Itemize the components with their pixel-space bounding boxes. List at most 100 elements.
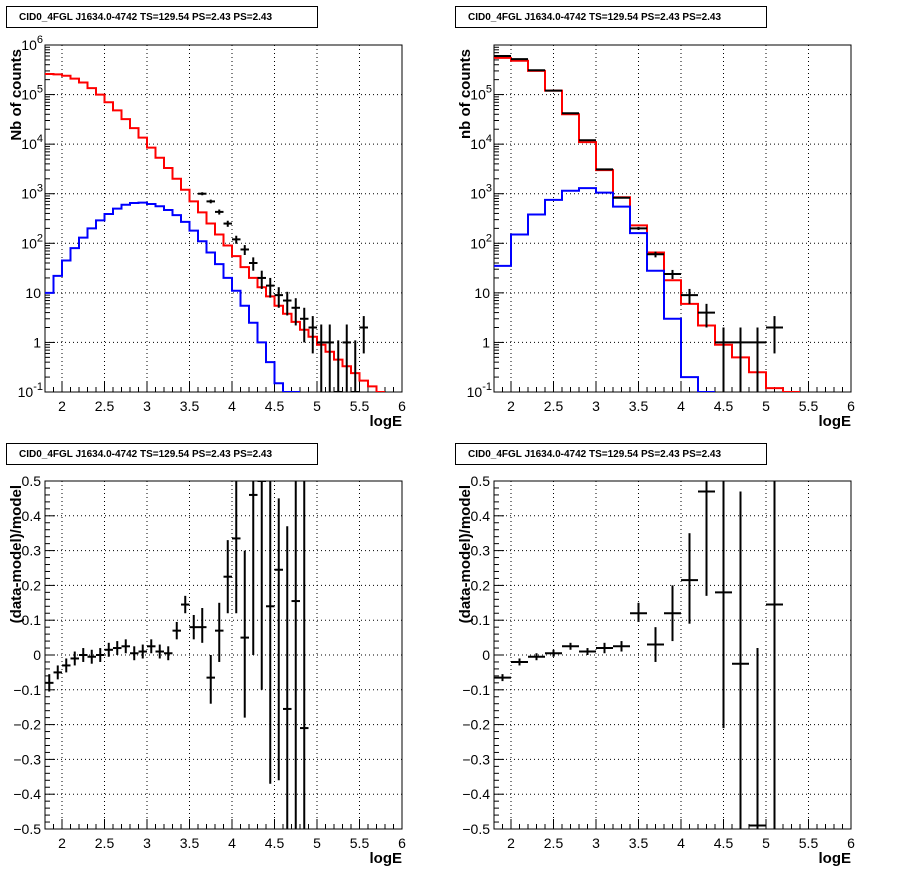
plot-frame	[493, 480, 852, 830]
x-tick-label: 5.5	[799, 835, 819, 851]
data-point	[138, 644, 147, 659]
x-tick-label: 3	[592, 835, 600, 851]
y-tick-label: 0	[482, 647, 490, 663]
panel-bottom-right: 2 2.5 3 3.5 4 4.5 5 5.5 6 logE −0.5 −0.4 −0.3 −0.2 −0.…	[449, 437, 898, 875]
x-tick-label: 4	[677, 398, 685, 414]
y-tick-label: −0.4	[13, 786, 41, 802]
y-tick-label: 105	[470, 84, 492, 103]
data-point	[766, 316, 783, 354]
data-point	[351, 340, 360, 392]
histogram-series	[494, 187, 715, 392]
chart-title: CID0_4FGL J1634.0-4742 TS=129.54 PS=2.43…	[6, 443, 318, 465]
x-tick-label: 3	[143, 398, 151, 414]
histogram-line	[45, 73, 385, 392]
x-tick-label: 5	[762, 835, 770, 851]
data-point	[545, 649, 562, 657]
x-tick-label: 5.5	[799, 398, 819, 414]
data-point	[325, 324, 334, 392]
x-tick-label: 2.5	[544, 835, 564, 851]
y-tick-label: −0.2	[13, 717, 41, 733]
y-tick-label: 0.3	[22, 543, 42, 559]
data-point	[528, 653, 545, 661]
y-axis-label: (data-model)/model	[457, 485, 474, 623]
x-axis: 2 2.5 3 3.5 4 4.5 5 5.5 6	[44, 382, 406, 414]
data-point	[104, 642, 113, 657]
y-tick-label: 104	[21, 133, 43, 152]
data-point	[308, 316, 317, 354]
y-tick-label: 106	[21, 34, 43, 53]
x-tick-label: 5.5	[350, 835, 370, 851]
y-tick-label: −0.1	[462, 682, 490, 698]
data-point	[698, 303, 715, 328]
data-point	[274, 287, 283, 308]
y-tick-label: −0.3	[462, 751, 490, 767]
data-series	[45, 481, 309, 829]
data-series	[198, 192, 368, 392]
histogram-line	[45, 201, 300, 392]
data-point	[359, 316, 368, 354]
data-point	[121, 639, 130, 654]
data-point	[181, 595, 190, 614]
data-point	[257, 481, 266, 690]
data-point	[147, 639, 156, 654]
data-point	[766, 481, 783, 829]
data-point	[715, 327, 732, 392]
x-axis-label: logE	[819, 413, 852, 430]
chart-bottom-left: 2 2.5 3 3.5 4 4.5 5 5.5 6logE−0.5−0.4−0.3−0.2−0.…	[8, 473, 406, 867]
y-tick-label: 105	[21, 84, 43, 103]
y-tick-label: 103	[21, 183, 43, 202]
histogram-line	[494, 187, 715, 392]
x-tick-label: 4	[228, 835, 236, 851]
y-tick-label: −0.2	[462, 717, 490, 733]
data-point	[291, 481, 300, 829]
x-tick-label: 4.5	[714, 398, 734, 414]
data-point	[223, 220, 232, 227]
x-tick-label: 5.5	[350, 398, 370, 414]
data-point	[579, 648, 596, 655]
data-point	[96, 648, 105, 662]
histogram-series	[45, 201, 300, 392]
data-series	[494, 54, 783, 392]
data-point	[70, 651, 79, 666]
data-point	[206, 655, 215, 704]
y-tick-label: 0.3	[471, 543, 491, 559]
x-tick-label: 2	[507, 835, 515, 851]
x-tick-label: 2	[58, 398, 66, 414]
data-point	[113, 641, 122, 655]
y-tick-label: 0.2	[471, 577, 491, 593]
data-point	[206, 199, 215, 204]
x-axis-label: logE	[819, 850, 852, 867]
y-tick-label: 0.1	[471, 612, 491, 628]
data-point	[257, 270, 266, 289]
x-tick-label: 5	[313, 835, 321, 851]
data-point	[681, 533, 698, 624]
data-point	[155, 644, 164, 659]
y-axis-label: nb of counts	[457, 49, 474, 139]
chart-title: CID0_4FGL J1634.0-4742 TS=129.54 PS=2.43…	[455, 443, 767, 465]
data-point	[223, 540, 232, 614]
x-tick-label: 6	[847, 398, 855, 414]
x-tick-label: 3.5	[180, 398, 200, 414]
y-tick-label: 102	[21, 232, 43, 251]
data-point	[562, 642, 579, 650]
x-tick-label: 4	[228, 398, 236, 414]
x-tick-label: 3.5	[180, 835, 200, 851]
data-point	[164, 646, 173, 661]
data-point	[198, 608, 207, 643]
y-tick-label: 10-1	[18, 381, 43, 400]
chart-title: CID0_4FGL J1634.0-4742 TS=129.54 PS=2.43…	[6, 6, 318, 28]
y-tick-label: 0.4	[471, 508, 491, 524]
y-tick-label: 0.4	[22, 508, 42, 524]
data-point	[300, 307, 309, 343]
y-tick-label: −0.5	[13, 821, 41, 837]
x-tick-label: 3.5	[629, 835, 649, 851]
y-tick-label: 10	[474, 285, 490, 301]
chart-title: CID0_4FGL J1634.0-4742 TS=129.54 PS=2.43…	[455, 6, 767, 28]
grid-lines	[494, 45, 851, 392]
data-point	[630, 226, 647, 230]
panel-top-right: 2 2.5 3 3.5 4 4.5 5 5.5 6 logE 10-1 1 10 102 103 104 105…	[449, 0, 898, 437]
data-point	[266, 481, 275, 784]
x-tick-label: 4.5	[714, 835, 734, 851]
data-point	[198, 192, 207, 196]
